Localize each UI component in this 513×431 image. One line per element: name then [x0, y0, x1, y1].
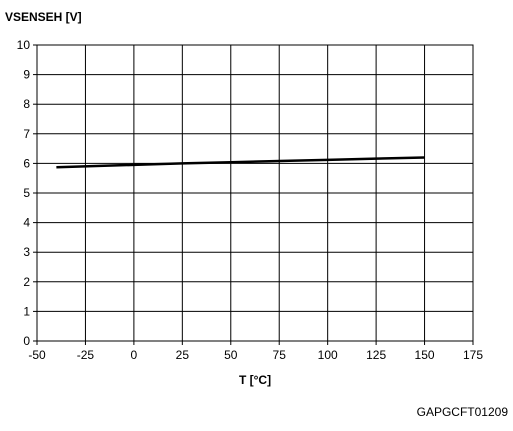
- axes: [33, 44, 474, 345]
- y-tick-label: 9: [23, 68, 30, 82]
- y-tick-label: 1: [23, 304, 30, 318]
- y-tick-label: 6: [23, 156, 30, 170]
- x-tick-label: 125: [366, 348, 386, 362]
- tick-labels: -50 -25 0 25 50 75 100 125 150 175 0 1 2 3 4 5 6 7 8 9 10: [17, 38, 484, 362]
- plot-frame: [36, 44, 474, 342]
- x-axis-title: T [°C]: [239, 373, 271, 387]
- x-tick-label: 50: [224, 348, 238, 362]
- y-axis-title: VSENSEH [V]: [5, 10, 82, 24]
- x-tick-label: 25: [176, 348, 190, 362]
- x-tick-label: 175: [463, 348, 483, 362]
- y-tick-label: 4: [23, 216, 30, 230]
- y-tick-label: 7: [23, 127, 30, 141]
- grid: [36, 44, 474, 342]
- series-line: [56, 156, 425, 169]
- y-tick-label: 3: [23, 245, 30, 259]
- x-tick-label: 0: [131, 348, 138, 362]
- x-tick-label: -50: [28, 348, 46, 362]
- x-tick-label: 150: [415, 348, 435, 362]
- y-tick-label: 2: [23, 275, 30, 289]
- series-layer: [56, 156, 425, 169]
- y-tick-label: 5: [23, 186, 30, 200]
- x-tick-label: -25: [77, 348, 95, 362]
- y-tick-label: 0: [23, 334, 30, 348]
- y-tick-label: 8: [23, 97, 30, 111]
- y-tick-label: 10: [17, 38, 31, 52]
- figure-code: GAPGCFT01209: [417, 405, 509, 419]
- x-tick-label: 100: [318, 348, 338, 362]
- x-tick-label: 75: [273, 348, 287, 362]
